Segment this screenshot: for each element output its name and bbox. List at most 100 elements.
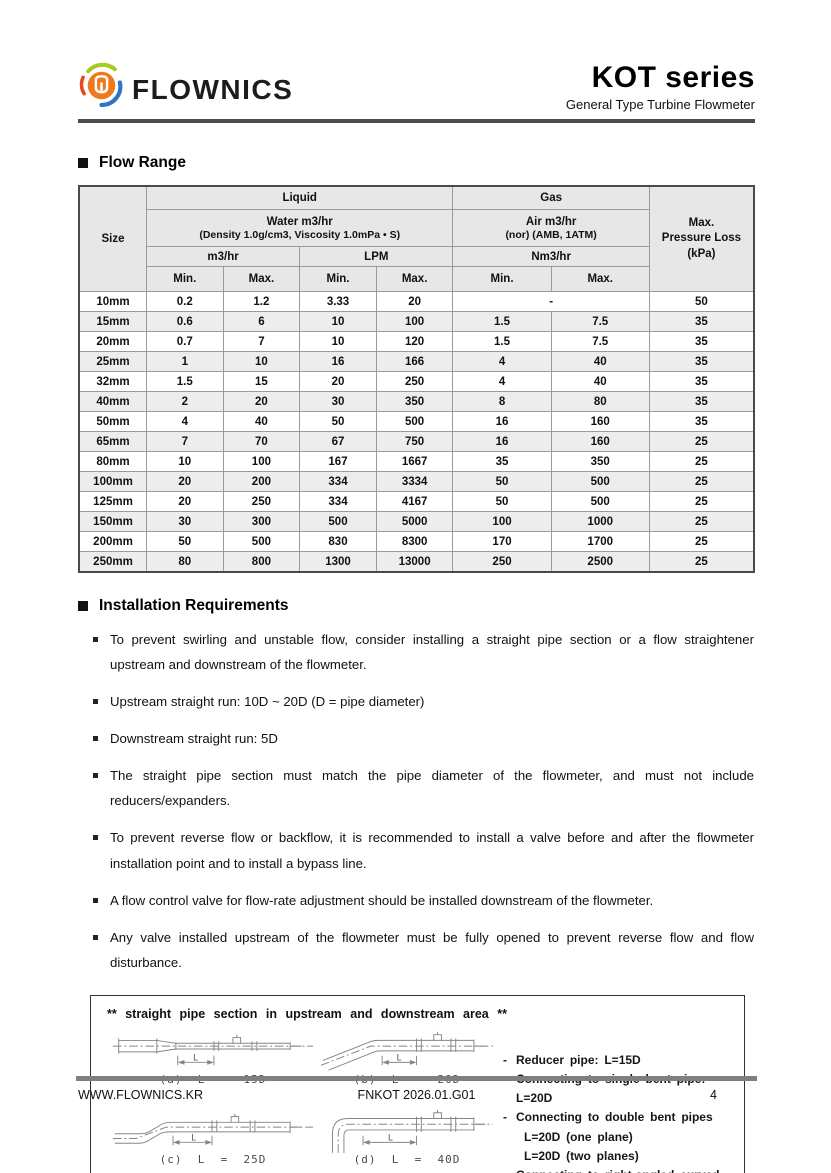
table-cell: 40 — [550, 371, 650, 392]
table-cell: 7 — [145, 431, 224, 452]
table-cell: 100 — [222, 451, 301, 472]
diagram-note-line: - Connecting to double bent pipes — [503, 1108, 730, 1127]
table-cell: 35 — [648, 331, 755, 352]
table-cell: 8300 — [375, 531, 454, 552]
bullet-text: To prevent reverse flow or backflow, it … — [110, 830, 754, 871]
table-row: 250mm 80 800 1300 13000 250 2500 25 — [78, 551, 755, 573]
table-row: 65mm 7 70 67 750 16 160 25 — [78, 431, 755, 452]
header-gas: Gas — [452, 185, 650, 210]
diagram-double-bent-pipe: L (c) L = 25D — [107, 1105, 319, 1173]
table-cell: 500 — [375, 411, 454, 432]
table-cell: 20 — [145, 491, 224, 512]
right-angle-pipe-drawing: L — [331, 1110, 493, 1154]
table-cell: 250 — [222, 491, 301, 512]
header-size: Size — [78, 185, 147, 292]
table-cell: 40 — [222, 411, 301, 432]
note-dash — [503, 1147, 516, 1166]
table-cell: 16 — [452, 431, 552, 452]
svg-text:L: L — [191, 1134, 196, 1144]
table-cell: 250mm — [78, 551, 147, 573]
header-max: Max. — [375, 266, 454, 292]
table-cell: 120 — [375, 331, 454, 352]
table-row: 100mm 20 200 334 3334 50 500 25 — [78, 471, 755, 492]
table-cell: 35 — [648, 391, 755, 412]
table-cell: 0.2 — [145, 291, 224, 312]
table-cell: 200 — [222, 471, 301, 492]
note-text: L=20D (one plane) — [524, 1129, 633, 1144]
table-cell: 35 — [648, 411, 755, 432]
page-header: FLOWNICS KOT series General Type Turbine… — [78, 62, 755, 114]
table-cell: 500 — [222, 531, 301, 552]
table-cell: 15 — [222, 371, 301, 392]
table-cell: 35 — [648, 311, 755, 332]
table-cell: 100 — [452, 511, 552, 532]
table-cell: 7.5 — [550, 311, 650, 332]
table-cell: 50 — [452, 471, 552, 492]
table-cell: 20mm — [78, 331, 147, 352]
svg-text:L: L — [388, 1134, 393, 1144]
bullet-square-icon — [93, 835, 98, 841]
table-cell: 3334 — [375, 471, 454, 492]
header-min: Min. — [452, 266, 552, 292]
bullet-item: Downstream straight run: 5D — [78, 726, 755, 751]
table-cell: 350 — [375, 391, 454, 412]
table-cell: 70 — [222, 431, 301, 452]
flow-range-heading: Flow Range — [78, 154, 755, 172]
table-cell: 1667 — [375, 451, 454, 472]
diagram-note-line: L=20D (one plane) — [503, 1128, 730, 1147]
installation-bullets: To prevent swirling and unstable flow, c… — [78, 627, 755, 975]
table-cell: 35 — [452, 451, 552, 472]
table-cell: 5000 — [375, 511, 454, 532]
flow-range-table: Size Liquid Gas Max. Pressure Loss (kPa)… — [78, 185, 755, 573]
table-cell: 16 — [299, 351, 377, 372]
single-bent-pipe-drawing: L — [321, 1031, 493, 1071]
table-cell: 25 — [648, 491, 755, 512]
table-cell: 20 — [145, 471, 224, 492]
table-cell: 3.33 — [299, 291, 377, 312]
bullet-item: A flow control valve for flow-rate adjus… — [78, 888, 755, 913]
diagram-note-line: - Reducer pipe: L=15D — [503, 1051, 730, 1070]
note-text: Connecting to double bent pipes — [516, 1110, 713, 1125]
table-row: 32mm 1.5 15 20 250 4 40 35 — [78, 371, 755, 392]
note-dash: - — [503, 1052, 507, 1067]
table-cell: 334 — [299, 471, 377, 492]
header-water: Water m3/hr (Density 1.0g/cm3, Viscosity… — [145, 209, 454, 247]
installation-heading: Installation Requirements — [78, 597, 755, 615]
table-cell: 1.5 — [145, 371, 224, 392]
page-footer: WWW.FLOWNICS.KR FNKOT 2026.01.G01 4 — [76, 1076, 757, 1104]
diagram-title: ** straight pipe section in upstream and… — [107, 1006, 507, 1021]
table-cell: 10mm — [78, 291, 147, 312]
brand-name: FLOWNICS — [132, 74, 294, 105]
table-cell: 65mm — [78, 431, 147, 452]
table-cell: 10 — [145, 451, 224, 472]
bullet-item: The straight pipe section must match the… — [78, 763, 755, 813]
table-cell: 2 — [145, 391, 224, 412]
table-cell: 250 — [452, 551, 552, 573]
air-line2: (nor) (AMB, 1ATM) — [505, 228, 597, 241]
table-cell: 50 — [648, 291, 755, 312]
table-cell: 500 — [550, 491, 650, 512]
table-cell: 500 — [550, 471, 650, 492]
series-title: KOT series — [591, 61, 755, 94]
table-cell: 4 — [452, 351, 552, 372]
table-header-row: m3/hr LPM Nm3/hr — [79, 246, 754, 267]
table-cell: 35 — [648, 371, 755, 392]
table-cell: 15mm — [78, 311, 147, 332]
table-cell: 10 — [222, 351, 301, 372]
note-dash — [503, 1128, 516, 1147]
bullet-text: Downstream straight run: 5D — [110, 731, 278, 747]
table-row: 125mm 20 250 334 4167 50 500 25 — [78, 491, 755, 512]
bullet-square-icon — [93, 637, 98, 642]
title-block: KOT series General Type Turbine Flowmete… — [566, 62, 755, 112]
bullet-item: To prevent reverse flow or backflow, it … — [78, 825, 755, 875]
table-row: 20mm 0.7 7 10 120 1.5 7.5 35 — [78, 331, 755, 352]
caption-d: (d) L = 40D — [353, 1153, 461, 1167]
header-divider — [78, 119, 755, 123]
header-max: Max. — [550, 266, 650, 292]
table-cell: 30 — [145, 511, 224, 532]
reducer-pipe-drawing: L — [113, 1034, 313, 1066]
bullet-square-icon — [93, 736, 98, 742]
bullet-text: Any valve installed upstream of the flow… — [110, 929, 754, 970]
bullet-text: Upstream straight run: 10D ~ 20D (D = pi… — [110, 694, 425, 710]
